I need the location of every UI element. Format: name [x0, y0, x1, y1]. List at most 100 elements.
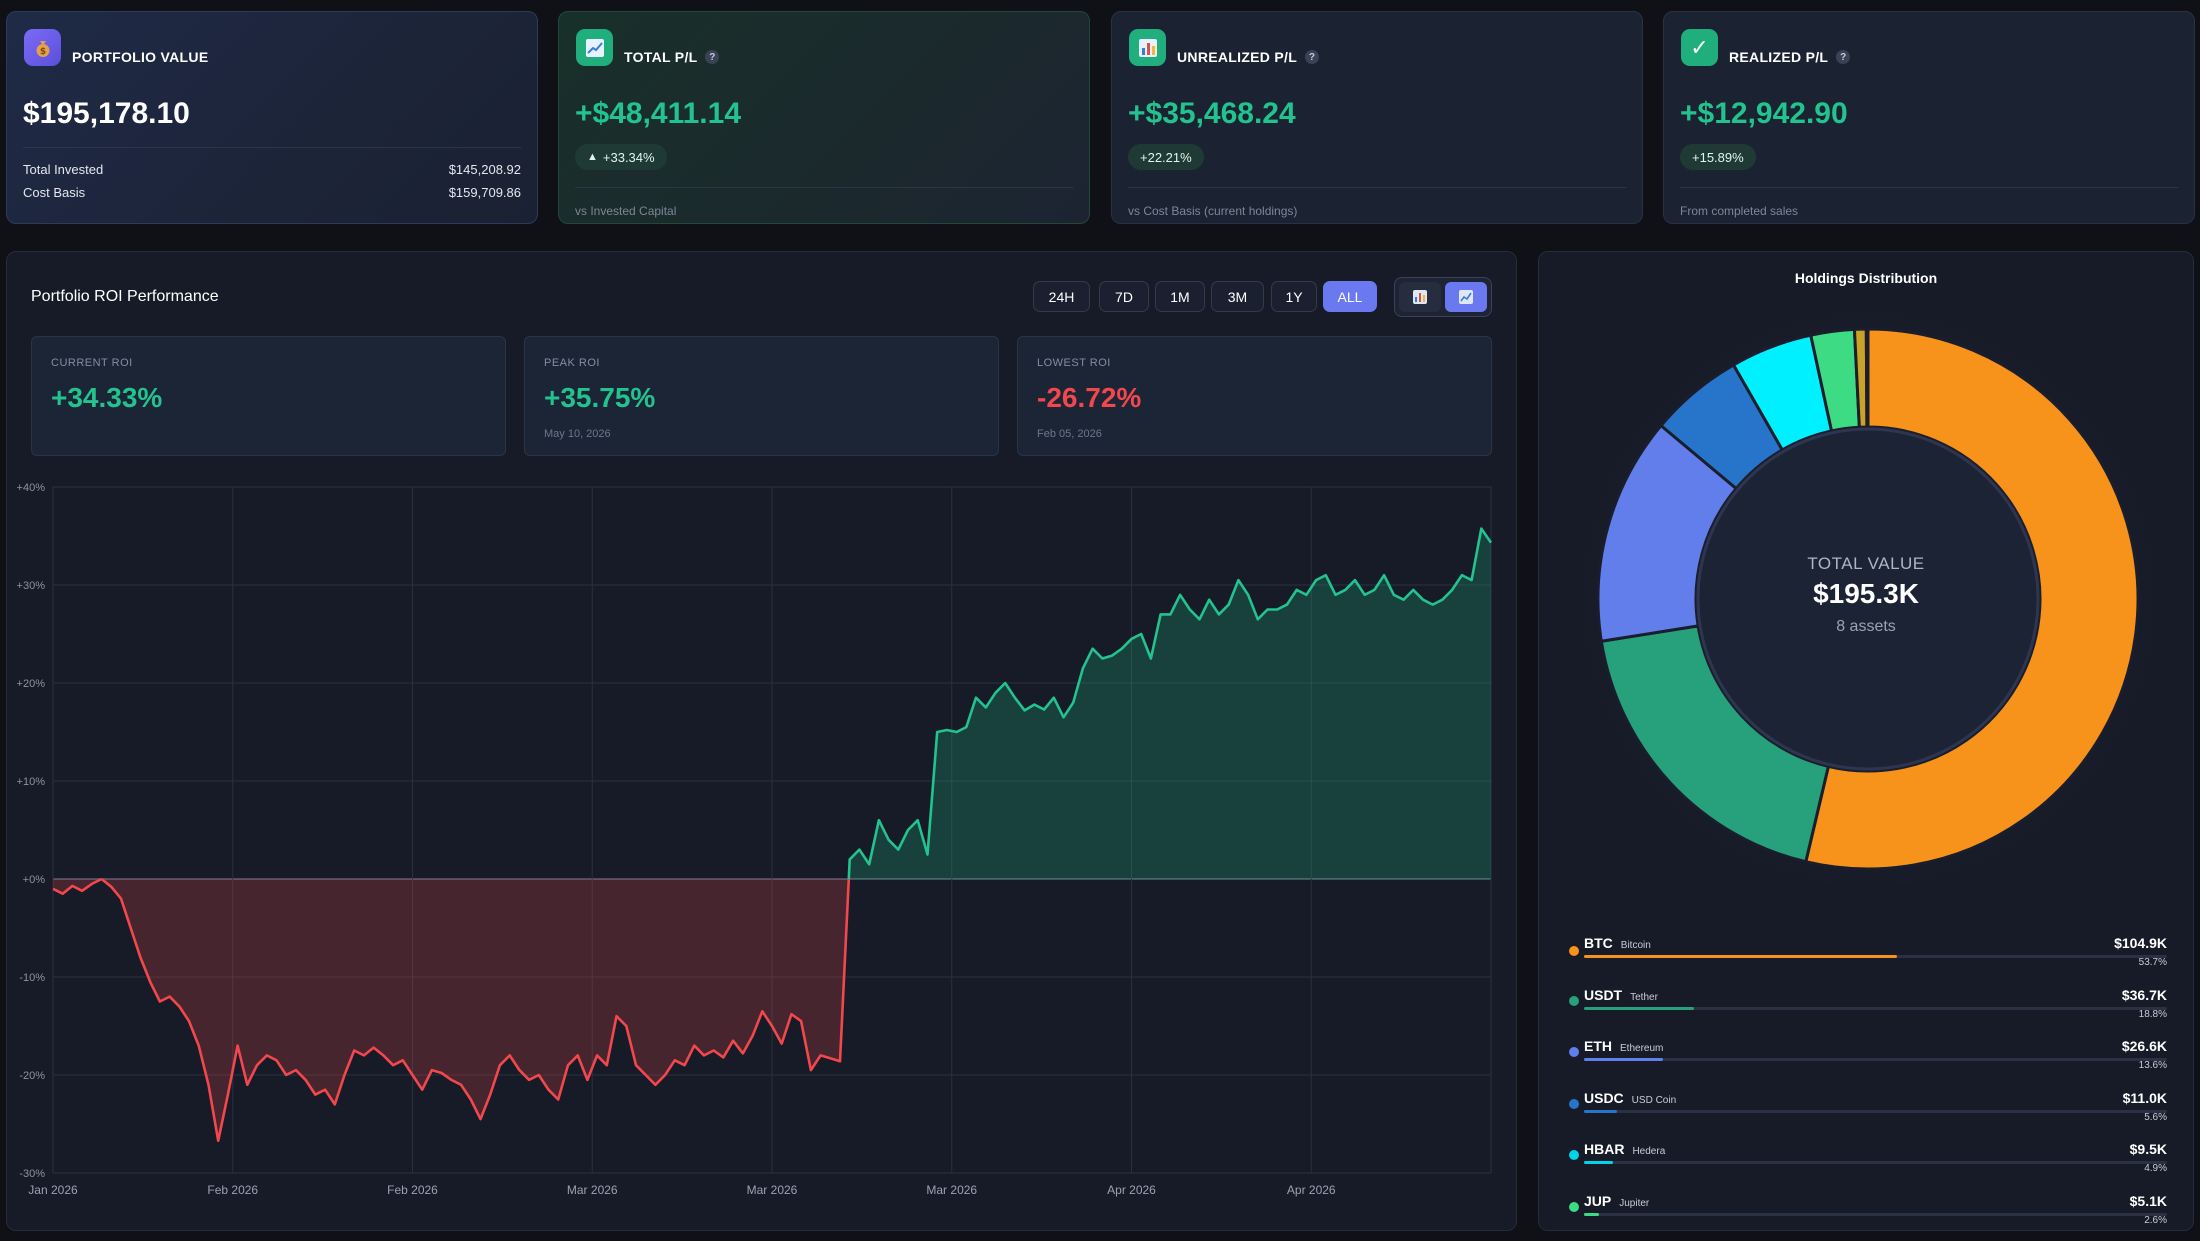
trend-up-icon — [576, 29, 613, 66]
total-invested-value: $145,208.92 — [448, 162, 521, 177]
holdings-title: Holdings Distribution — [1794, 270, 1938, 286]
holding-symbol: USDT Tether — [1584, 986, 1658, 1003]
holding-name: Hedera — [1632, 1146, 1666, 1157]
range-button-1y[interactable]: 1Y — [1271, 281, 1317, 312]
holding-symbol: ETH Ethereum — [1584, 1038, 1664, 1054]
holding-row-hbar[interactable]: HBAR Hedera $9.5K 4.9% — [1569, 1141, 2167, 1189]
y-tick-label: -20% — [19, 1070, 45, 1082]
current-roi-card: CURRENT ROI +34.33% — [31, 336, 506, 456]
holding-symbol: JUP Jupiter — [1584, 1192, 1650, 1209]
total-pl-note: vs Invested Capital — [575, 204, 677, 218]
holding-bar-fill — [1584, 1212, 1600, 1216]
y-tick-label: -10% — [19, 972, 45, 984]
holding-bar — [1584, 1109, 2167, 1113]
unrealized-pl-value: +$35,468.24 — [1128, 97, 1296, 130]
holding-percent: 18.8% — [2138, 1008, 2167, 1020]
help-icon[interactable]: ? — [705, 50, 720, 64]
peak-roi-value: +35.75% — [544, 382, 656, 413]
holding-row-usdc[interactable]: USDC USD Coin $11.0K 5.6% — [1569, 1090, 2167, 1138]
holding-row-usdt[interactable]: USDT Tether $36.7K 18.8% — [1569, 987, 2167, 1035]
holding-percent: 13.6% — [2138, 1060, 2167, 1071]
donut-slice-other-2[interactable] — [1864, 327, 1870, 429]
total-invested-label: Total Invested — [23, 162, 104, 177]
check-icon: ✓ — [1681, 29, 1718, 66]
holding-row-jup[interactable]: JUP Jupiter $5.1K 2.6% — [1569, 1193, 2167, 1241]
range-button-24h[interactable]: 24H — [1033, 281, 1090, 312]
cost-basis-value: $159,709.86 — [448, 185, 521, 200]
holding-percent: 5.6% — [2144, 1111, 2167, 1123]
holding-color-dot — [1569, 1201, 1579, 1212]
donut-slice-usdt[interactable] — [1599, 624, 1831, 864]
holdings-panel: Holdings Distribution TOTAL VALUE $195.3… — [1538, 251, 2194, 1231]
realized-pl-note: From completed sales — [1680, 204, 1799, 218]
total-pl-value: +$48,411.14 — [575, 97, 742, 130]
cost-basis-row: Cost Basis $159,709.86 — [23, 185, 521, 200]
lowest-roi-value: -26.72% — [1037, 382, 1142, 413]
divider — [1128, 187, 1626, 188]
divider — [23, 147, 521, 148]
holding-bar — [1584, 1058, 2167, 1061]
unrealized-pl-badge: +22.21% — [1128, 144, 1204, 170]
current-roi-label: CURRENT ROI — [51, 357, 133, 369]
y-tick-label: -30% — [19, 1168, 45, 1180]
y-tick-label: +10% — [17, 776, 46, 788]
line-chart-toggle[interactable] — [1445, 282, 1487, 312]
holding-percent: 4.9% — [2144, 1163, 2167, 1174]
realized-pl-value: +$12,942.90 — [1680, 97, 1848, 130]
negative-area — [53, 879, 102, 894]
y-tick-label: +40% — [17, 482, 46, 494]
holding-row-btc[interactable]: BTC Bitcoin $104.9K 53.7% — [1569, 935, 2167, 983]
holding-value: $5.1K — [2129, 1192, 2167, 1209]
bar-chart-toggle[interactable] — [1399, 282, 1441, 312]
roi-line-negative — [52, 877, 103, 895]
bar-chart-icon — [1413, 290, 1427, 304]
holding-bar-fill — [1584, 1161, 1613, 1164]
x-tick-label: Mar 2026 — [567, 1183, 618, 1197]
total-invested-row: Total Invested $145,208.92 — [23, 162, 521, 177]
realized-pl-title: REALIZED P/L? — [1729, 49, 1851, 65]
holding-bar — [1584, 1006, 2167, 1010]
holding-name: Ethereum — [1620, 1043, 1664, 1054]
divider — [1680, 187, 2178, 188]
holding-bar — [1584, 1161, 2167, 1164]
divider — [575, 187, 1073, 188]
holding-symbol: BTC Bitcoin — [1584, 935, 1651, 951]
x-tick-label: Feb 2026 — [387, 1183, 438, 1197]
range-button-all[interactable]: ALL — [1323, 281, 1377, 312]
holding-name: Bitcoin — [1620, 940, 1651, 951]
donut-slice-btc[interactable] — [1803, 327, 2140, 871]
portfolio-value-card: $ PORTFOLIO VALUE $195,178.10 Total Inve… — [6, 11, 538, 224]
peak-roi-label: PEAK ROI — [544, 357, 600, 369]
x-tick-label: Jan 2026 — [28, 1183, 78, 1197]
range-button-3m[interactable]: 3M — [1211, 281, 1264, 312]
line-chart-icon — [1459, 290, 1473, 304]
holding-percent: 2.6% — [2144, 1214, 2167, 1226]
holding-bar-fill — [1584, 955, 1898, 958]
current-roi-value: +34.33% — [51, 382, 163, 413]
holdings-donut-chart[interactable] — [1539, 252, 2193, 902]
triangle-up-icon: ▲ — [587, 151, 598, 163]
holding-bar-fill — [1584, 1058, 1664, 1061]
range-button-1m[interactable]: 1M — [1155, 281, 1205, 312]
roi-line-positive — [847, 527, 1493, 880]
holding-name: Jupiter — [1619, 1197, 1650, 1209]
total-pl-card: TOTAL P/L? +$48,411.14 ▲ +33.34% vs Inves… — [558, 11, 1090, 224]
roi-chart[interactable]: +40% +30% +20% +10% +0% -10% -20% -30% Jan 2026 F… — [7, 252, 1516, 1217]
help-icon[interactable]: ? — [1305, 50, 1320, 64]
holding-bar-fill — [1584, 1109, 1617, 1113]
holding-value: $104.9K — [2114, 935, 2167, 951]
holding-value: $26.6K — [2121, 1038, 2167, 1054]
bar-chart-icon — [1129, 29, 1166, 66]
holding-row-eth[interactable]: ETH Ethereum $26.6K 13.6% — [1569, 1038, 2167, 1086]
y-tick-label: +30% — [17, 580, 46, 592]
realized-pl-card: ✓ REALIZED P/L? +$12,942.90 +15.89% From… — [1663, 11, 2195, 224]
help-icon[interactable]: ? — [1836, 50, 1851, 64]
x-tick-label: Apr 2026 — [1287, 1183, 1336, 1197]
range-button-7d[interactable]: 7D — [1099, 281, 1149, 312]
holding-bar — [1584, 955, 2167, 958]
lowest-roi-date: Feb 05, 2026 — [1037, 428, 1102, 440]
negative-area — [101, 879, 849, 1141]
y-tick-label: +20% — [17, 678, 46, 690]
holding-color-dot — [1569, 1098, 1579, 1109]
holding-color-dot — [1569, 1150, 1579, 1160]
